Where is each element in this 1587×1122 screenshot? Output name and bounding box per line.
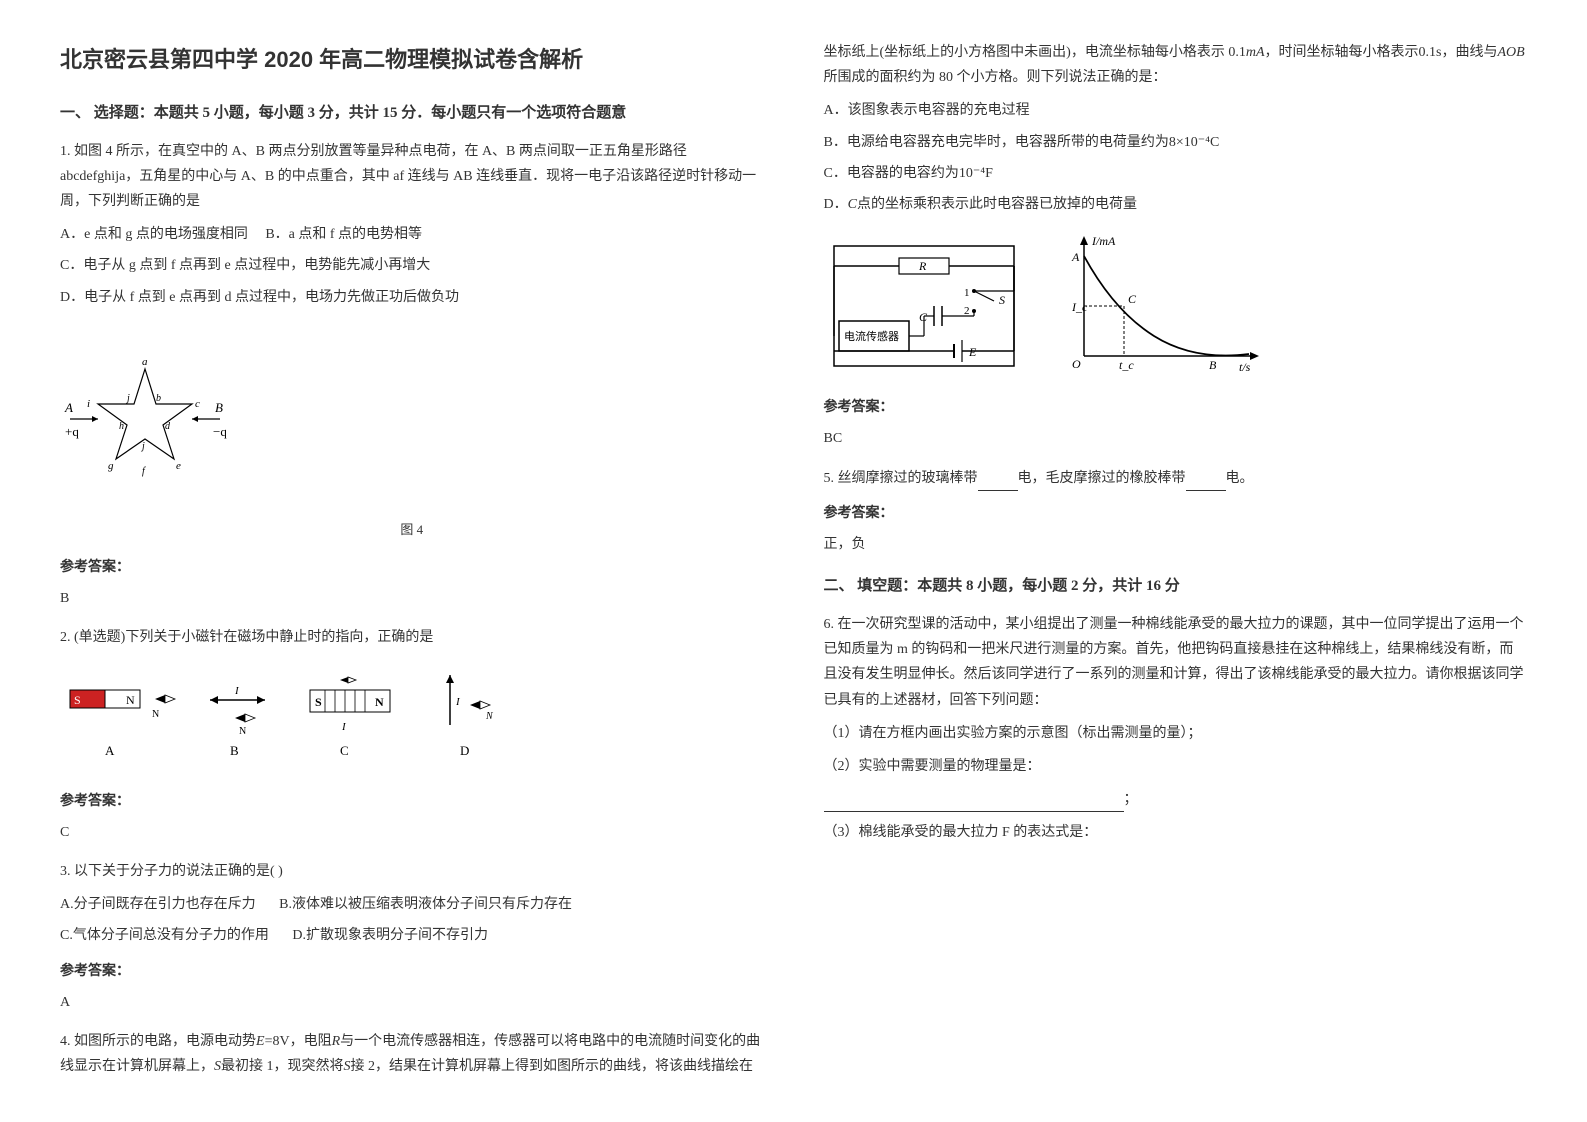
q3-optD: D.扩散现象表明分子间不存引力 — [292, 928, 488, 943]
svg-text:B: B — [215, 400, 223, 415]
svg-text:B: B — [1209, 358, 1217, 372]
q6-answer-blank — [824, 796, 1124, 812]
q2-labelB: B — [230, 743, 239, 758]
svg-text:N: N — [239, 726, 246, 737]
question-5: 5. 丝绸摩擦过的玻璃棒带电，毛皮摩擦过的橡胶棒带电。 参考答案： 正，负 — [824, 466, 1528, 558]
svg-text:h: h — [119, 421, 124, 432]
svg-text:t_c: t_c — [1119, 358, 1134, 372]
q1-text: 1. 如图 4 所示，在真空中的 A、B 两点分别放置等量异种点电荷，在 A、B… — [60, 139, 764, 215]
q4-optB: B．电源给电容器充电完毕时，电容器所带的电荷量约为8×10⁻⁴C — [824, 130, 1528, 155]
blank-1 — [978, 475, 1018, 491]
svg-text:I/mA: I/mA — [1091, 234, 1116, 248]
circuit-diagram-svg: R 1 2 S C E — [824, 236, 1024, 376]
q4-optC: C．电容器的电容约为10⁻⁴F — [824, 161, 1528, 186]
question-3: 3. 以下关于分子力的说法正确的是( ) A.分子间既存在引力也存在斥力 B.液… — [60, 859, 764, 1015]
q2-figure: S N N A I — [60, 665, 764, 775]
svg-text:b: b — [156, 393, 161, 404]
svg-text:g: g — [108, 460, 114, 472]
q2-text: 2. (单选题)下列关于小磁针在磁场中静止时的指向，正确的是 — [60, 625, 764, 650]
svg-text:j: j — [125, 393, 130, 404]
q2-answer: C — [60, 820, 764, 845]
star-diagram-svg: A +q B −q a b c d e j g h i j — [60, 324, 230, 514]
svg-text:N: N — [152, 709, 159, 720]
q3-optB: B.液体难以被压缩表明液体分子间只有斥力存在 — [279, 897, 572, 912]
svg-text:I: I — [234, 685, 240, 697]
q4-optD: D．C点的坐标乘积表示此时电容器已放掉的电荷量 — [824, 192, 1528, 217]
svg-text:R: R — [918, 259, 927, 273]
q3-answer: A — [60, 990, 764, 1015]
q6-text: 6. 在一次研究型课的活动中，某小组提出了测量一种棉线能承受的最大拉力的课题，其… — [824, 612, 1528, 713]
svg-text:I_c: I_c — [1071, 300, 1088, 314]
svg-text:I: I — [341, 721, 347, 733]
q2-labelC: C — [340, 743, 349, 758]
svg-text:c: c — [195, 398, 200, 410]
exam-title: 北京密云县第四中学 2020 年高二物理模拟试卷含解析 — [60, 40, 764, 80]
q4-figures: R 1 2 S C E — [824, 231, 1528, 381]
blank-2 — [1186, 475, 1226, 491]
q1-answer-label: 参考答案： — [60, 555, 764, 580]
q4-answer-label: 参考答案： — [824, 395, 1528, 420]
sensor-label: 电流传感器 — [844, 329, 899, 343]
svg-text:O: O — [1072, 357, 1081, 371]
q6-sub2: （2）实验中需要测量的物理量是： — [824, 754, 1528, 779]
q5-text: 5. 丝绸摩擦过的玻璃棒带电，毛皮摩擦过的橡胶棒带电。 — [824, 466, 1528, 491]
svg-text:−q: −q — [213, 424, 227, 439]
svg-text:S: S — [74, 693, 81, 707]
compass-options-svg: S N N A I — [60, 665, 520, 775]
q1-optC: C．电子从 g 点到 f 点再到 e 点过程中，电势能先减小再增大 — [60, 253, 764, 278]
svg-text:S: S — [315, 695, 322, 709]
q1-optA: A．e 点和 g 点的电场强度相同 — [60, 227, 248, 242]
svg-text:I: I — [455, 696, 461, 708]
q5-answer-label: 参考答案： — [824, 501, 1528, 526]
q1-optD: D．电子从 f 点到 e 点再到 d 点过程中，电场力先做正功后做负功 — [60, 285, 764, 310]
q3-row2: C.气体分子间总没有分子力的作用 D.扩散现象表明分子间不存引力 — [60, 923, 764, 948]
decay-curve-svg: I/mA t/s O A I_c C t_c B — [1054, 231, 1264, 381]
svg-text:A: A — [1071, 250, 1080, 264]
q2-answer-label: 参考答案： — [60, 789, 764, 814]
q1-options-row1: A．e 点和 g 点的电场强度相同 B．a 点和 f 点的电势相等 — [60, 222, 764, 247]
q1-answer: B — [60, 586, 764, 611]
svg-text:i: i — [87, 398, 90, 410]
svg-text:C: C — [1128, 292, 1137, 306]
svg-text:N: N — [375, 695, 384, 709]
question-6: 6. 在一次研究型课的活动中，某小组提出了测量一种棉线能承受的最大拉力的课题，其… — [824, 612, 1528, 846]
q6-blank: ； — [824, 787, 1528, 812]
question-1: 1. 如图 4 所示，在真空中的 A、B 两点分别放置等量异种点电荷，在 A、B… — [60, 139, 764, 612]
svg-text:S: S — [999, 293, 1005, 307]
svg-text:a: a — [142, 356, 148, 368]
svg-text:+q: +q — [65, 424, 79, 439]
q4-optA: A．该图象表示电容器的充电过程 — [824, 98, 1528, 123]
question-2: 2. (单选题)下列关于小磁针在磁场中静止时的指向，正确的是 S N N A — [60, 625, 764, 845]
svg-text:1: 1 — [964, 287, 970, 299]
q3-answer-label: 参考答案： — [60, 959, 764, 984]
q5-answer: 正，负 — [824, 532, 1528, 557]
svg-text:E: E — [968, 345, 977, 359]
svg-text:d: d — [165, 421, 171, 432]
section2-header: 二、 填空题：本题共 8 小题，每小题 2 分，共计 16 分 — [824, 573, 1528, 600]
q3-text: 3. 以下关于分子力的说法正确的是( ) — [60, 859, 764, 884]
q2-labelA: A — [105, 743, 115, 758]
q1-figure: A +q B −q a b c d e j g h i j — [60, 324, 764, 541]
q4-answer: BC — [824, 426, 1528, 451]
svg-text:2: 2 — [964, 305, 970, 317]
q3-row1: A.分子间既存在引力也存在斥力 B.液体难以被压缩表明液体分子间只有斥力存在 — [60, 892, 764, 917]
q2-labelD: D — [460, 743, 469, 758]
q3-optC: C.气体分子间总没有分子力的作用 — [60, 928, 269, 943]
q3-optA: A.分子间既存在引力也存在斥力 — [60, 897, 256, 912]
svg-text:N: N — [485, 711, 494, 722]
q6-sub3: （3）棉线能承受的最大拉力 F 的表达式是： — [824, 820, 1528, 845]
svg-text:A: A — [64, 400, 73, 415]
svg-text:e: e — [176, 460, 181, 472]
q6-sub1: （1）请在方框内画出实验方案的示意图（标出需测量的量）； — [824, 721, 1528, 746]
svg-text:N: N — [126, 693, 135, 707]
q1-optB: B．a 点和 f 点的电势相等 — [265, 227, 422, 242]
q1-figcaption: 图 4 — [60, 518, 764, 541]
svg-text:t/s: t/s — [1239, 360, 1251, 374]
section1-header: 一、 选择题：本题共 5 小题，每小题 3 分，共计 15 分．每小题只有一个选… — [60, 100, 764, 127]
svg-text:f: f — [142, 466, 146, 477]
